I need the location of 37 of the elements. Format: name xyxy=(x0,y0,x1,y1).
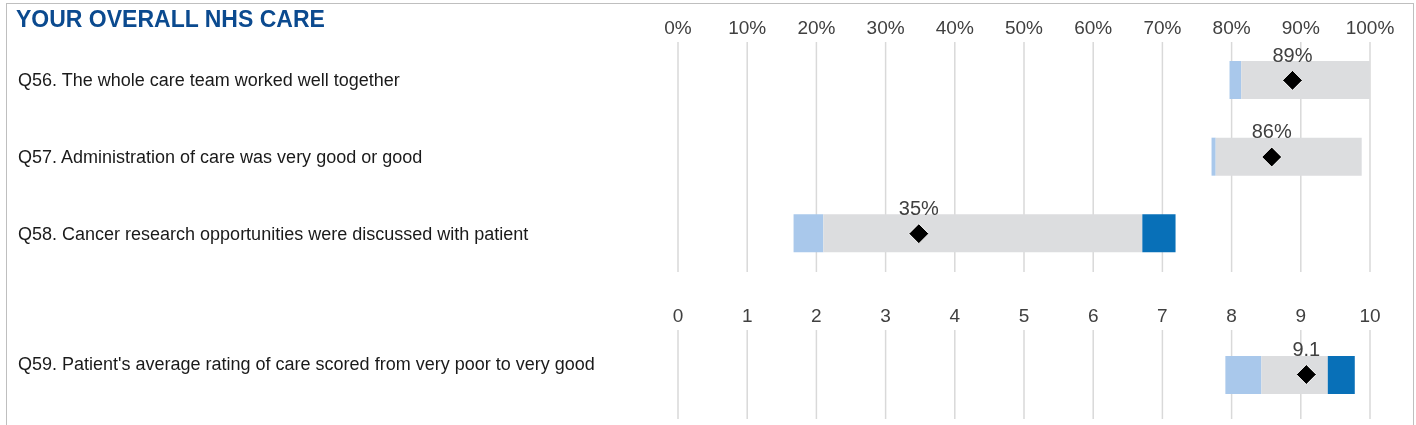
x-tick-label: 10% xyxy=(728,17,767,38)
x-tick-label: 20% xyxy=(797,17,836,38)
y-tick-label: Q58. Cancer research opportunities were discussed with patient xyxy=(18,222,530,245)
x-tick-label: 3 xyxy=(880,305,891,326)
data-label: 86% xyxy=(1251,120,1292,143)
x-tick-label: 40% xyxy=(935,17,974,38)
x-tick-label: 0 xyxy=(672,305,684,326)
x-tick-label: 80% xyxy=(1212,17,1251,38)
text: YOUR OVERALL NHS CARE xyxy=(16,6,325,33)
bar xyxy=(793,214,824,253)
x-tick-label: 4 xyxy=(949,305,961,326)
bar xyxy=(1327,356,1355,394)
bar xyxy=(1225,356,1262,394)
x-tick-label: 8 xyxy=(1226,305,1237,326)
data-label: 9.1 xyxy=(1292,337,1321,360)
data-label: 35% xyxy=(898,197,940,220)
x-tick-label: 100% xyxy=(1345,17,1395,38)
x-tick-label: 7 xyxy=(1157,305,1168,326)
bar xyxy=(1142,214,1176,253)
x-tick-label: 5 xyxy=(1018,305,1030,326)
y-tick-label: Q59. Patient's average rating of care scored from very poor to very good xyxy=(18,352,596,375)
x-tick-label: 1 xyxy=(741,305,753,326)
y-tick-label: Q57. Administration of care was very good or good xyxy=(18,146,424,168)
x-tick-label: 0% xyxy=(664,17,692,38)
x-tick-label: 6 xyxy=(1087,305,1099,326)
x-tick-label: 30% xyxy=(866,17,905,38)
bar xyxy=(1229,61,1242,99)
data-label: 89% xyxy=(1272,43,1313,66)
x-tick-label: 60% xyxy=(1074,17,1113,38)
y-tick-label: Q56. The whole care team worked well together xyxy=(18,69,401,92)
x-tick-label: 70% xyxy=(1143,17,1182,38)
x-tick-label: 50% xyxy=(1004,17,1044,38)
bar xyxy=(1211,137,1216,176)
x-tick-label: 90% xyxy=(1281,17,1320,38)
x-tick-label: 9 xyxy=(1295,305,1307,326)
x-tick-label: 10 xyxy=(1359,305,1381,326)
x-tick-label: 2 xyxy=(811,305,822,326)
